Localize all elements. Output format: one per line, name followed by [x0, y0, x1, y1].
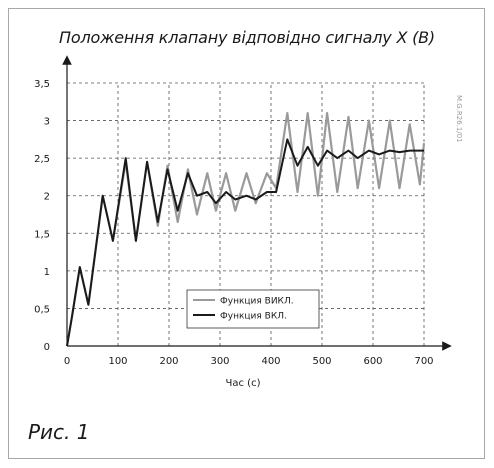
x-tick-label: 0	[64, 356, 70, 367]
tick-labels: 0 100 200 300 400 500 600 700 0 0,5 1 1,5 2 2,5 3 3,5	[34, 79, 433, 367]
x-tick-label: 600	[363, 356, 382, 367]
axes	[62, 55, 452, 351]
chart-title: Положення клапану відповідно сигналу X (…	[59, 28, 435, 47]
figure-caption: Рис. 1	[28, 420, 90, 444]
x-tick-label: 400	[261, 356, 280, 367]
y-tick-label: 1,5	[34, 229, 50, 240]
y-tick-label: 2,5	[34, 154, 50, 165]
legend-label: Функция ВИКЛ.	[220, 297, 294, 307]
x-tick-label: 500	[312, 356, 331, 367]
x-tick-label: 700	[414, 356, 433, 367]
series-line-2	[66, 138, 424, 347]
legend-label: Функция ВКЛ.	[220, 312, 287, 322]
legend-box	[186, 289, 320, 329]
y-tick-label: 3,5	[34, 79, 50, 90]
x-tick-label: 200	[159, 356, 178, 367]
y-tick-label: 0	[44, 342, 50, 353]
y-tick-label: 0,5	[34, 304, 50, 315]
y-tick-label: 2	[44, 192, 50, 203]
series-lines	[65, 112, 426, 347]
y-tick-label: 3	[44, 117, 50, 128]
x-tick-label: 100	[108, 356, 127, 367]
x-axis-label: Час (с)	[226, 378, 261, 389]
y-tick-label: 1	[44, 267, 50, 278]
legend: Функция ВИКЛ. Функция ВКЛ.	[186, 289, 320, 329]
x-tick-label: 300	[210, 356, 229, 367]
